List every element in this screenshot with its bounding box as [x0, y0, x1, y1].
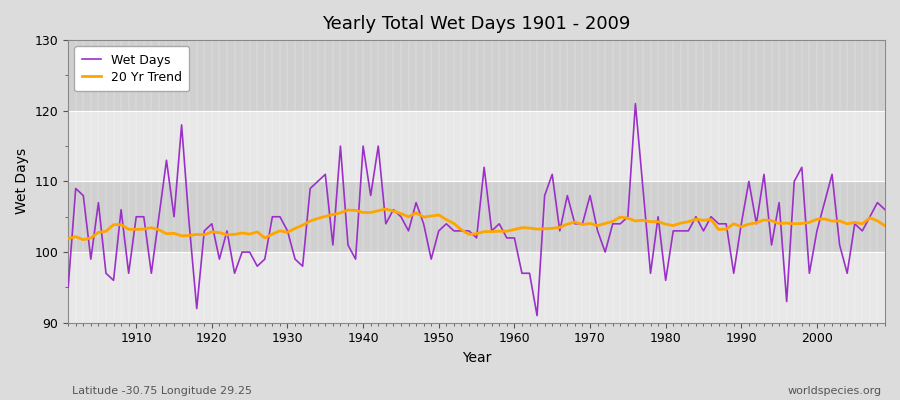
20 Yr Trend [343, 208, 354, 212]
20 Yr Trend [524, 226, 535, 230]
20 Yr Trend [879, 223, 890, 228]
20 Yr Trend [297, 223, 308, 228]
Wet Days [123, 271, 134, 276]
Bar [68, 252, 885, 323]
20 Yr Trend [63, 236, 74, 241]
Line: Wet Days: Wet Days [68, 104, 885, 316]
20 Yr Trend [78, 237, 89, 242]
Wet Days [879, 207, 890, 212]
Wet Days [501, 236, 512, 240]
Title: Yearly Total Wet Days 1901 - 2009: Yearly Total Wet Days 1901 - 2009 [322, 15, 631, 33]
Bar [68, 40, 885, 111]
Wet Days [608, 222, 618, 226]
20 Yr Trend [130, 227, 141, 232]
Wet Days [630, 101, 641, 106]
Wet Days [509, 236, 520, 240]
Line: 20 Yr Trend: 20 Yr Trend [68, 209, 885, 240]
Legend: Wet Days, 20 Yr Trend: Wet Days, 20 Yr Trend [75, 46, 189, 91]
20 Yr Trend [381, 206, 392, 211]
Bar [68, 182, 885, 252]
X-axis label: Year: Year [462, 351, 491, 365]
Y-axis label: Wet Days: Wet Days [15, 148, 29, 214]
Text: worldspecies.org: worldspecies.org [788, 386, 882, 396]
20 Yr Trend [517, 225, 527, 230]
Wet Days [532, 313, 543, 318]
Wet Days [63, 285, 74, 290]
Text: Latitude -30.75 Longitude 29.25: Latitude -30.75 Longitude 29.25 [72, 386, 252, 396]
Bar [68, 111, 885, 182]
20 Yr Trend [615, 215, 626, 220]
Wet Days [335, 144, 346, 148]
Wet Days [290, 257, 301, 262]
